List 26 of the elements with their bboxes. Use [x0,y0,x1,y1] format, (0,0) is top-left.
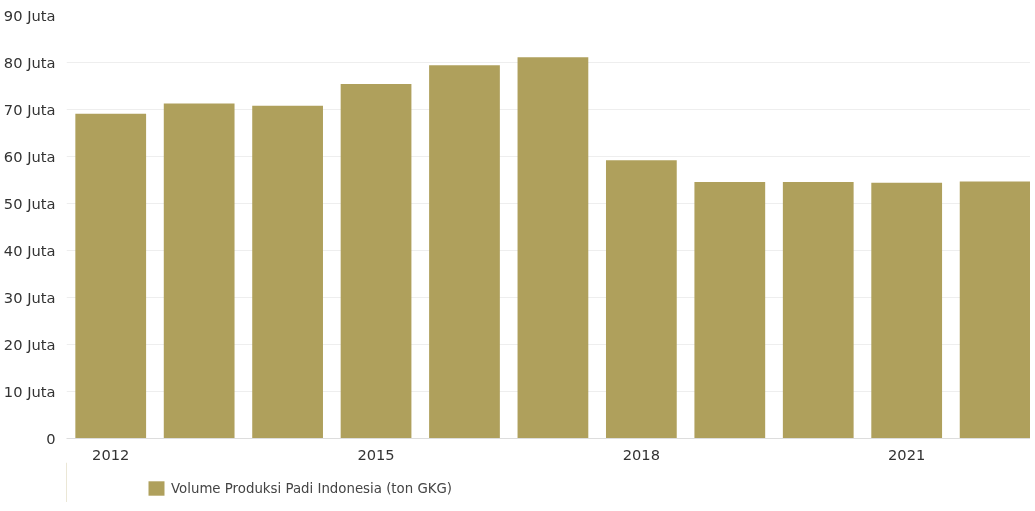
y-tick-label: 40 Juta [3,242,56,259]
y-tick-label: 50 Juta [3,195,56,212]
bar [605,160,677,439]
x-tick-label: 2018 [622,445,661,463]
x-tick-label: 2021 [888,445,926,463]
bar [340,84,412,439]
bar [252,105,323,439]
bar [694,181,766,439]
bar [782,181,854,439]
y-tick-label: 10 Juta [3,383,56,400]
x-tick-label: 2015 [357,445,395,463]
y-tick-label: 0 [46,430,56,447]
bar [429,65,500,439]
legend-label: Volume Produksi Padi Indonesia (ton GKG) [171,480,453,496]
y-tick-label: 90 Juta [3,7,56,24]
x-tick-label: 2012 [92,445,130,463]
y-tick-label: 70 Juta [3,101,56,118]
bar [163,103,235,439]
y-tick-label: 20 Juta [3,336,56,353]
bar [871,182,943,439]
y-tick-label: 30 Juta [3,289,56,306]
bar [517,57,589,439]
bar [959,181,1030,439]
y-tick-label: 80 Juta [3,54,56,71]
bar [75,113,147,439]
y-tick-label: 60 Juta [3,148,56,165]
